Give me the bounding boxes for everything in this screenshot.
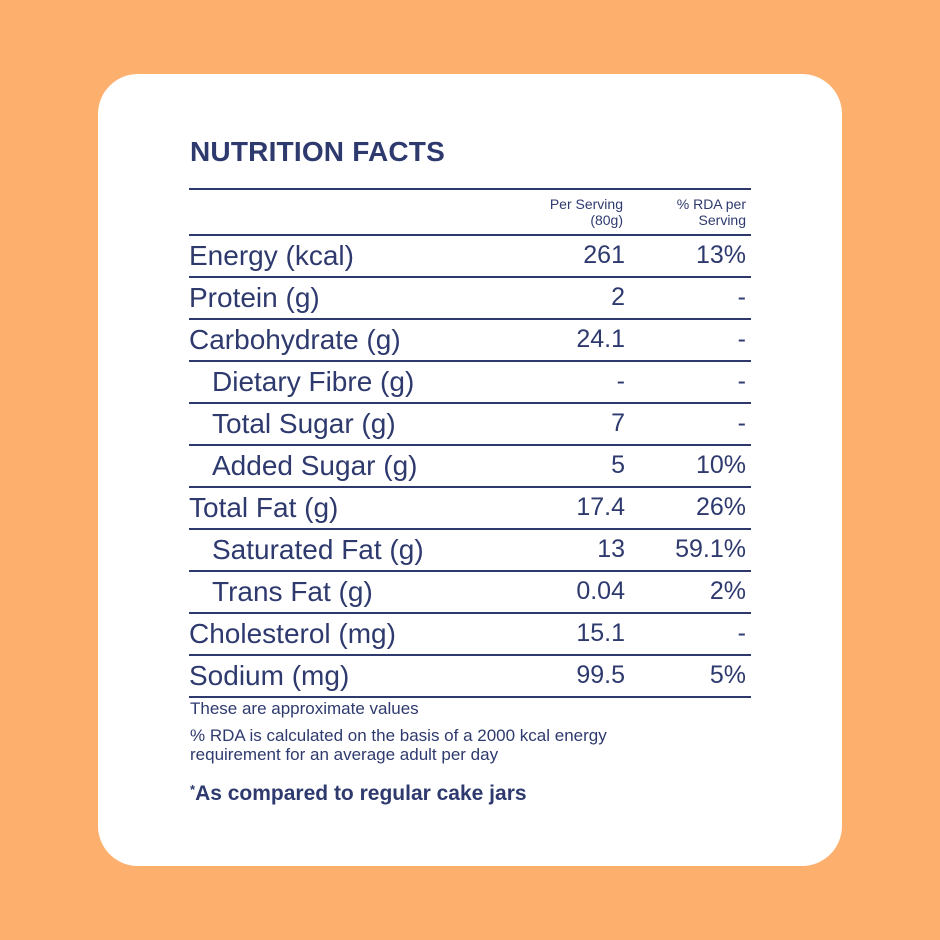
rda-value: - bbox=[737, 325, 746, 353]
nutrient-label: Saturated Fat (g) bbox=[212, 534, 424, 565]
nutrition-card: NUTRITION FACTS Per Serving (80g) % RDA … bbox=[98, 74, 842, 866]
per-serving-header-label: Per Serving bbox=[549, 196, 623, 212]
per-serving-value: - bbox=[616, 367, 625, 395]
table-row: Carbohydrate (g) 24.1 - bbox=[189, 320, 751, 362]
rda-value: 5% bbox=[709, 661, 746, 689]
nutrient-label: Carbohydrate (g) bbox=[189, 324, 401, 355]
nutrient-label: Energy (kcal) bbox=[189, 240, 354, 271]
nutrient-label: Trans Fat (g) bbox=[212, 576, 373, 607]
per-serving-value: 261 bbox=[583, 241, 625, 269]
comparison-note-text: As compared to regular cake jars bbox=[195, 782, 527, 805]
rda-value: - bbox=[737, 283, 746, 311]
rda-value: 2% bbox=[709, 577, 746, 605]
table-row: Total Sugar (g) 7 - bbox=[189, 404, 751, 446]
table-row: Protein (g) 2 - bbox=[189, 278, 751, 320]
table-row: Trans Fat (g) 0.04 2% bbox=[189, 572, 751, 614]
nutrient-label: Total Fat (g) bbox=[189, 492, 339, 523]
table-row: Cholesterol (mg) 15.1 - bbox=[189, 614, 751, 656]
rda-value: - bbox=[737, 409, 746, 437]
per-serving-value: 13 bbox=[597, 535, 625, 563]
rda-value: 59.1% bbox=[675, 535, 746, 563]
nutrition-table: Per Serving (80g) % RDA per Serving Ener… bbox=[189, 188, 751, 698]
table-row: Sodium (mg) 99.5 5% bbox=[189, 656, 751, 698]
rda-note-line-2: requirement for an average adult per day bbox=[190, 745, 499, 764]
nutrient-label: Added Sugar (g) bbox=[212, 450, 418, 481]
table-row: Energy (kcal) 261 13% bbox=[189, 236, 751, 278]
per-serving-value: 7 bbox=[611, 409, 625, 437]
table-row: Added Sugar (g) 5 10% bbox=[189, 446, 751, 488]
per-serving-value: 0.04 bbox=[576, 577, 625, 605]
per-serving-value: 24.1 bbox=[576, 325, 625, 353]
nutrient-label: Sodium (mg) bbox=[189, 660, 350, 691]
rda-value: 10% bbox=[695, 451, 746, 479]
rda-note-line-1: % RDA is calculated on the basis of a 20… bbox=[190, 726, 607, 745]
rda-note: % RDA is calculated on the basis of a 20… bbox=[190, 726, 607, 764]
nutrient-label: Total Sugar (g) bbox=[212, 408, 396, 439]
table-header: Per Serving (80g) % RDA per Serving bbox=[189, 190, 751, 236]
per-serving-value: 99.5 bbox=[576, 661, 625, 689]
per-serving-value: 2 bbox=[611, 283, 625, 311]
nutrient-label: Cholesterol (mg) bbox=[189, 618, 396, 649]
table-row: Saturated Fat (g) 13 59.1% bbox=[189, 530, 751, 572]
comparison-note: *As compared to regular cake jars bbox=[190, 780, 527, 805]
table-row: Dietary Fibre (g) - - bbox=[189, 362, 751, 404]
per-serving-value: 5 bbox=[611, 451, 625, 479]
per-serving-header-unit: (80g) bbox=[590, 212, 623, 228]
page-title: NUTRITION FACTS bbox=[190, 136, 445, 167]
per-serving-value: 15.1 bbox=[576, 619, 625, 647]
rda-header-unit: Serving bbox=[698, 212, 746, 228]
per-serving-header: Per Serving (80g) bbox=[550, 196, 623, 228]
nutrient-label: Dietary Fibre (g) bbox=[212, 366, 415, 397]
per-serving-value: 17.4 bbox=[576, 493, 625, 521]
rda-header-label: % RDA per bbox=[676, 196, 746, 212]
asterisk-mark: * bbox=[190, 782, 196, 797]
rda-header: % RDA per Serving bbox=[677, 196, 746, 228]
approximate-values-note: These are approximate values bbox=[190, 699, 419, 718]
table-row: Total Fat (g) 17.4 26% bbox=[189, 488, 751, 530]
nutrient-label: Protein (g) bbox=[189, 282, 320, 313]
rda-value: 26% bbox=[695, 493, 746, 521]
rda-value: 13% bbox=[695, 241, 746, 269]
rda-value: - bbox=[737, 367, 746, 395]
rda-value: - bbox=[737, 619, 746, 647]
